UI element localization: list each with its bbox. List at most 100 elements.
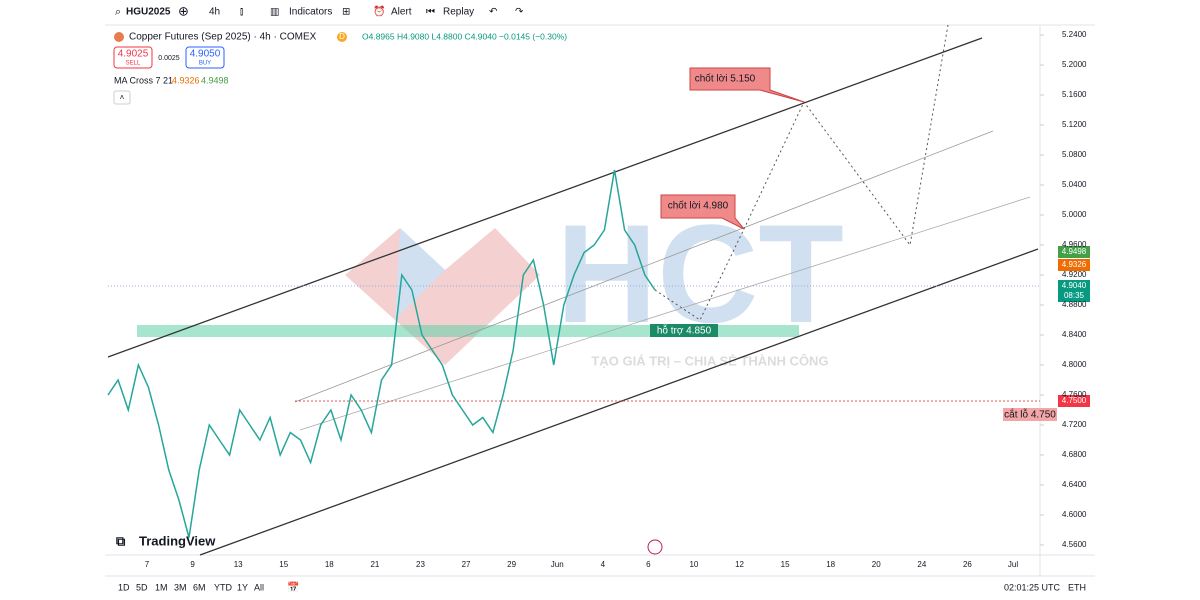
y-tick-label: 5.0000 — [1062, 210, 1087, 219]
alert-icon[interactable]: ⏰ — [373, 5, 385, 18]
brand: TradingView — [139, 533, 216, 548]
legend-title: Copper Futures (Sep 2025) · 4h · COMEX — [129, 32, 317, 43]
replay-icon[interactable]: ⏮ — [426, 7, 435, 18]
bottom-bar: 📅 02:01:25 UTC ETH 1D 5D 1M 3M 6M YTD 1Y All — [118, 581, 1086, 594]
buy: BUY — [199, 61, 211, 67]
y-tick-label: 4.6400 — [1062, 480, 1087, 489]
channel-top — [107, 37, 983, 358]
stop-label: cắt lỗ 4.750 — [1004, 408, 1056, 421]
range-button[interactable]: 1Y — [237, 582, 248, 592]
chart-type-icon[interactable]: ⫾ — [240, 7, 243, 18]
layout-icon[interactable]: ⊞ — [342, 7, 350, 18]
sell: SELL — [126, 61, 141, 67]
watermark-shape — [345, 228, 540, 365]
sell-price: 4.9025 — [118, 49, 149, 60]
x-tick-label: 12 — [735, 560, 744, 569]
projection-path — [654, 24, 949, 321]
take-profit-1: chốt lời 5.150 — [695, 73, 756, 85]
x-tick-label: 18 — [826, 560, 835, 569]
y-tick-label: 4.7200 — [1062, 420, 1087, 429]
x-tick-label: 9 — [190, 560, 195, 569]
y-tick-label: 4.6000 — [1062, 510, 1087, 519]
take-profit-2: chốt lời 4.980 — [668, 200, 729, 212]
y-tick-label: 4.7600 — [1062, 390, 1087, 399]
price-series — [107, 169, 656, 538]
callout — [689, 67, 805, 103]
channel-bottom — [199, 248, 1039, 556]
y-tick-label: 5.1200 — [1062, 120, 1087, 129]
x-tick-label: Jul — [1008, 560, 1018, 569]
range-button[interactable]: 5D — [136, 582, 148, 592]
x-tick-label: 29 — [507, 560, 516, 569]
tag-ma-slow: 4.9498 — [1062, 247, 1087, 256]
x-tick-label: 13 — [234, 560, 243, 569]
date-range-icon[interactable]: 📅 — [287, 581, 299, 594]
indicators[interactable]: Indicators — [289, 7, 332, 18]
y-tick-label: 4.5600 — [1062, 540, 1087, 549]
session[interactable]: ETH — [1068, 582, 1086, 592]
range-button[interactable]: All — [254, 582, 264, 592]
y-tick-label: 5.0400 — [1062, 180, 1087, 189]
tag-bg — [1058, 280, 1090, 302]
badge-bg — [337, 32, 347, 42]
tag-bg — [1058, 259, 1090, 271]
channel-mid — [299, 196, 1031, 431]
collapse-button[interactable] — [113, 90, 131, 105]
y-tick-label: 5.2400 — [1062, 30, 1087, 39]
buy-button[interactable] — [185, 46, 225, 69]
x-tick-label: 21 — [370, 560, 379, 569]
alert[interactable]: Alert — [391, 7, 412, 18]
toolbar: ⌕ HGU2025 ⊕ 4h ⫾ ▥ Indicators ⊞ ⏰ Alert … — [115, 3, 524, 18]
search-icon: ⌕ — [115, 6, 121, 18]
y-tick-label: 5.2000 — [1062, 60, 1087, 69]
undo[interactable]: ↶ — [489, 7, 497, 18]
y-tick-label: 4.8800 — [1062, 300, 1087, 309]
x-tick-label: 20 — [872, 560, 881, 569]
x-tick-label: 15 — [781, 560, 790, 569]
ohlc: O4.8965 H4.9080 L4.8800 C4.9040 −0.0145 … — [362, 31, 567, 41]
ma-slow: 4.9498 — [201, 75, 229, 85]
brand-logo: ⧉ — [116, 533, 126, 548]
events-icon[interactable] — [647, 539, 663, 555]
y-tick-label: 4.9600 — [1062, 240, 1087, 249]
support-label-bg — [650, 324, 718, 337]
sell-button[interactable] — [113, 46, 153, 69]
collapse-icon: ˄ — [120, 93, 125, 102]
y-tick-label: 4.8400 — [1062, 330, 1087, 339]
annotations: chốt lời 5.150 chốt lời 4.980 hỗ trợ 4.8… — [650, 67, 1057, 421]
watermark-shape — [395, 228, 445, 320]
price-line — [107, 169, 656, 538]
x-tick-label: 24 — [917, 560, 926, 569]
tag-ma-fast: 4.9326 — [1062, 260, 1087, 269]
y-tick-label: 4.9200 — [1062, 270, 1087, 279]
ma-label: MA Cross 7 21 — [114, 75, 173, 85]
tag-bg — [1058, 246, 1090, 258]
interval[interactable]: 4h — [209, 7, 220, 18]
x-tick-label: Jun — [551, 560, 564, 569]
price-tags: 4.9498 4.9326 4.9040 08:35 4.7500 — [1058, 246, 1090, 407]
range-button[interactable]: 6M — [193, 582, 206, 592]
indicators-icon[interactable]: ▥ — [270, 7, 279, 18]
buy-price: 4.9050 — [190, 49, 221, 60]
drawings — [107, 24, 1040, 556]
x-tick-label: 4 — [601, 560, 606, 569]
range-button[interactable]: YTD — [214, 582, 233, 592]
replay[interactable]: Replay — [443, 7, 474, 18]
spread: 0.0025 — [158, 55, 180, 62]
range-button[interactable]: 1D — [118, 582, 130, 592]
add-icon[interactable]: ⊕ — [178, 3, 189, 18]
support-label: hỗ trợ 4.850 — [657, 324, 712, 337]
support-zone — [137, 325, 799, 337]
x-tick-label: 18 — [325, 560, 334, 569]
range-button[interactable]: 3M — [174, 582, 187, 592]
x-tick-label: 27 — [462, 560, 471, 569]
callout — [660, 194, 745, 230]
clock: 02:01:25 UTC — [1004, 582, 1061, 592]
range-button[interactable]: 1M — [155, 582, 168, 592]
redo[interactable]: ↷ — [515, 7, 524, 18]
tag-countdown: 08:35 — [1064, 291, 1085, 300]
symbol[interactable]: HGU2025 — [126, 7, 171, 18]
x-tick-label: 26 — [963, 560, 972, 569]
tag-stop: 4.7500 — [1062, 396, 1087, 405]
